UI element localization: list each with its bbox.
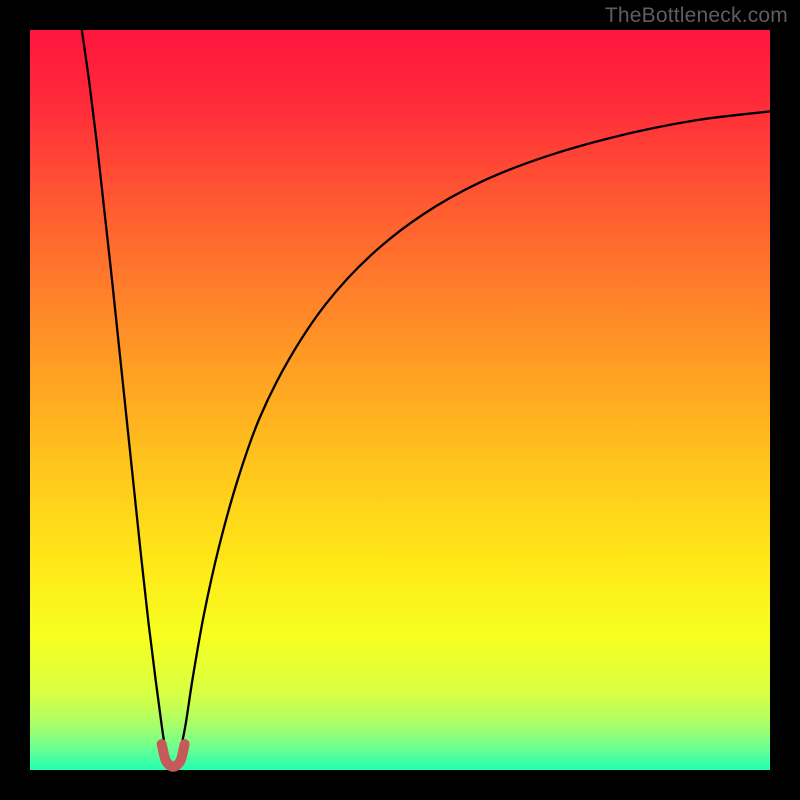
plot-background (30, 30, 770, 770)
chart-svg (0, 0, 800, 800)
bottleneck-chart: TheBottleneck.com (0, 0, 800, 800)
watermark-text: TheBottleneck.com (605, 4, 788, 28)
